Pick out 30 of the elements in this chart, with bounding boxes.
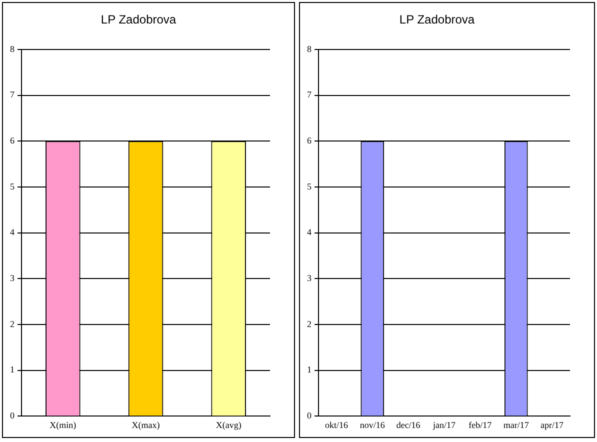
x-tick-label: X(max) [132,420,160,430]
y-tick-label: 7 [307,90,312,100]
x-tick-label: feb/17 [468,420,492,430]
y-tick-label: 2 [307,318,312,329]
y-tick-label: 4 [10,227,15,238]
x-tick-label: mar/17 [503,420,530,430]
chart-title: LP Zadobrova [100,12,176,27]
x-tick-label: okt/16 [324,420,348,430]
x-tick-label: X(min) [50,420,76,430]
x-tick-label: nov/16 [360,420,386,430]
y-tick-label: 5 [307,181,312,192]
y-tick-label: 6 [10,135,15,146]
y-tick-label: 2 [10,318,14,329]
y-tick-label: 0 [307,410,312,421]
y-tick-label: 8 [10,44,15,54]
x-tick-label: apr/17 [540,420,564,430]
x-tick-label: X(avg) [216,420,242,430]
y-tick-label: 4 [307,227,312,238]
x-tick-label: jan/17 [432,420,456,430]
chart-title: LP Zadobrova [399,12,475,27]
y-tick-label: 1 [10,364,14,375]
y-tick-label: 7 [10,90,15,100]
y-tick-label: 3 [307,273,312,284]
y-tick-label: 1 [307,364,312,375]
x-tick-label: dec/16 [396,420,421,430]
y-tick-label: 5 [10,181,15,192]
y-tick-label: 0 [10,410,15,421]
y-tick-label: 3 [10,273,15,284]
y-tick-label: 8 [307,44,312,54]
y-tick-label: 6 [307,135,312,146]
